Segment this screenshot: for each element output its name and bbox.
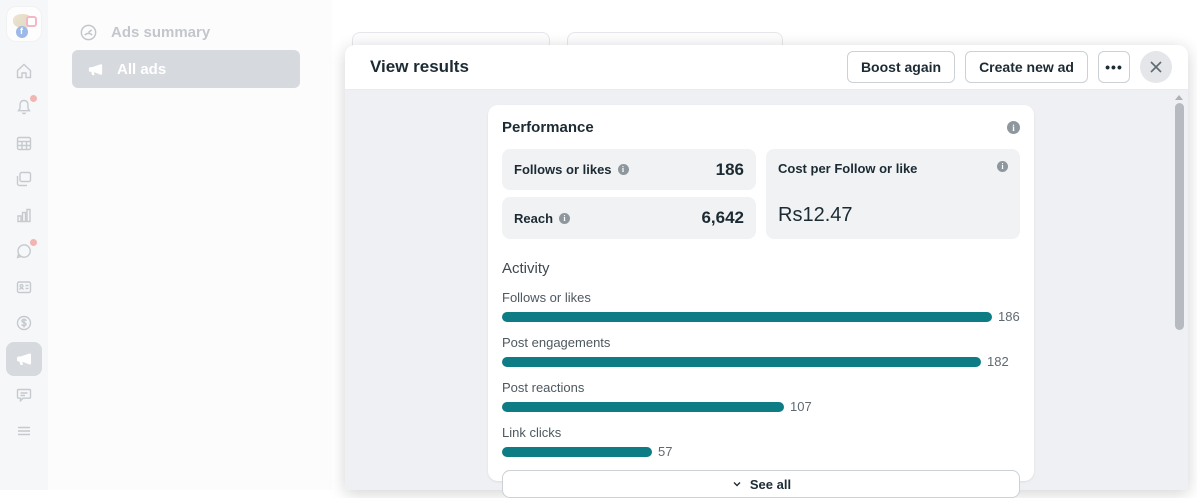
sidebar-item-leads[interactable] bbox=[6, 270, 42, 304]
comment-lines-icon bbox=[16, 388, 32, 403]
info-icon[interactable]: i bbox=[997, 161, 1008, 172]
instagram-badge-icon bbox=[26, 16, 37, 27]
activity-row: Post engagements 182 bbox=[502, 335, 1020, 369]
modal-title: View results bbox=[370, 57, 469, 76]
activity-row: Post reactions 107 bbox=[502, 380, 1020, 414]
metric-value: 186 bbox=[715, 159, 744, 179]
activity-bar bbox=[502, 356, 981, 367]
gauge-icon bbox=[80, 24, 97, 41]
more-options-button[interactable]: ••• bbox=[1098, 51, 1130, 83]
sidebar-item-notifications[interactable] bbox=[6, 90, 42, 124]
activity-bar-label: Follows or likes bbox=[502, 290, 591, 305]
activity-bar-value: 57 bbox=[658, 444, 673, 459]
inbox-badge bbox=[30, 239, 37, 246]
nav-item-ads-summary[interactable]: Ads summary bbox=[78, 22, 332, 43]
activity-section: Activity Follows or likes 186 Post engagem… bbox=[502, 260, 1020, 498]
sidebar-item-menu[interactable] bbox=[6, 414, 42, 448]
performance-metrics: Follows or likes i 186 Cost per Follow o… bbox=[502, 149, 1020, 239]
nav-item-label: All ads bbox=[117, 60, 167, 78]
activity-bar-value: 186 bbox=[998, 309, 1020, 324]
modal-body: Performance i Follows or likes i 186 Cos… bbox=[345, 90, 1188, 498]
see-all-label: See all bbox=[749, 476, 792, 492]
activity-bar-value: 182 bbox=[987, 354, 1009, 369]
scrollbar-thumb[interactable] bbox=[1175, 103, 1184, 330]
bell-icon bbox=[17, 99, 31, 115]
dollar-circle-icon bbox=[16, 315, 32, 331]
activity-row: Link clicks 57 bbox=[502, 425, 1020, 459]
calendar-icon bbox=[16, 136, 32, 151]
business-suite-logo[interactable] bbox=[7, 7, 41, 41]
facebook-badge-icon bbox=[16, 26, 28, 38]
sidebar-item-insights[interactable] bbox=[6, 198, 42, 232]
create-new-ad-button[interactable]: Create new ad bbox=[965, 51, 1088, 83]
megaphone-icon bbox=[88, 63, 103, 75]
activity-chart: Follows or likes 186 Post engagements 182 Po… bbox=[502, 290, 1020, 459]
sidebar-item-feedback[interactable] bbox=[6, 378, 42, 412]
metric-value: Rs12.47 bbox=[778, 204, 853, 226]
hamburger-menu-icon bbox=[18, 426, 30, 436]
activity-bar-label: Post reactions bbox=[502, 380, 585, 395]
boost-again-button[interactable]: Boost again bbox=[846, 51, 956, 83]
metric-value: 6,642 bbox=[701, 208, 744, 227]
info-icon[interactable]: i bbox=[1007, 121, 1020, 134]
bar-chart-icon bbox=[17, 208, 31, 223]
sidebar-item-inbox[interactable] bbox=[6, 234, 42, 268]
chevron-down-icon bbox=[733, 482, 741, 487]
activity-bar bbox=[502, 401, 784, 412]
activity-row: Follows or likes 186 bbox=[502, 290, 1020, 324]
ads-nav-panel: Ads summary All ads bbox=[48, 0, 332, 490]
metric-label: Follows or likes bbox=[514, 162, 612, 177]
metric-follows-or-likes: Follows or likes i 186 bbox=[502, 149, 756, 190]
view-results-modal: View results Boost again Create new ad •… bbox=[345, 45, 1188, 498]
close-icon bbox=[1150, 61, 1162, 73]
activity-title: Activity bbox=[502, 260, 550, 277]
results-card: Performance i Follows or likes i 186 Cos… bbox=[488, 105, 1034, 498]
close-button[interactable] bbox=[1140, 51, 1172, 83]
megaphone-icon bbox=[17, 353, 31, 365]
sidebar-item-home[interactable] bbox=[6, 54, 42, 88]
nav-item-label: Ads summary bbox=[111, 24, 211, 41]
info-icon[interactable]: i bbox=[559, 212, 571, 224]
metric-label: Reach bbox=[514, 210, 554, 226]
app-icon-rail bbox=[0, 0, 48, 490]
metric-reach: Reach i 6,642 bbox=[502, 197, 756, 239]
activity-bar bbox=[502, 446, 652, 457]
see-all-button[interactable]: See all bbox=[502, 470, 1020, 498]
modal-header: View results Boost again Create new ad •… bbox=[345, 45, 1188, 90]
activity-bar-value: 107 bbox=[790, 399, 812, 414]
contact-card-icon bbox=[16, 281, 32, 294]
notification-badge bbox=[30, 95, 37, 102]
home-icon bbox=[16, 63, 32, 79]
info-icon[interactable]: i bbox=[617, 164, 629, 175]
performance-title: Performance bbox=[502, 119, 594, 136]
sidebar-item-ads[interactable] bbox=[6, 342, 42, 376]
sidebar-item-planner[interactable] bbox=[6, 126, 42, 160]
chat-bubble-icon bbox=[16, 244, 31, 259]
sidebar-item-content[interactable] bbox=[6, 162, 42, 196]
metric-cost-per-follow: Cost per Follow or like i Rs12.47 bbox=[766, 149, 1020, 239]
stacked-windows-icon bbox=[16, 171, 32, 187]
activity-bar bbox=[502, 311, 992, 322]
scrollbar-up-arrow[interactable] bbox=[1175, 95, 1183, 100]
activity-bar-label: Post engagements bbox=[502, 335, 611, 350]
metric-label: Cost per Follow or like bbox=[778, 161, 918, 176]
sidebar-item-monetization[interactable] bbox=[6, 306, 42, 340]
activity-bar-label: Link clicks bbox=[502, 425, 562, 440]
modal-actions: Boost again Create new ad ••• bbox=[846, 51, 1172, 83]
nav-item-all-ads[interactable]: All ads bbox=[72, 50, 300, 88]
performance-header: Performance i bbox=[502, 119, 1020, 136]
